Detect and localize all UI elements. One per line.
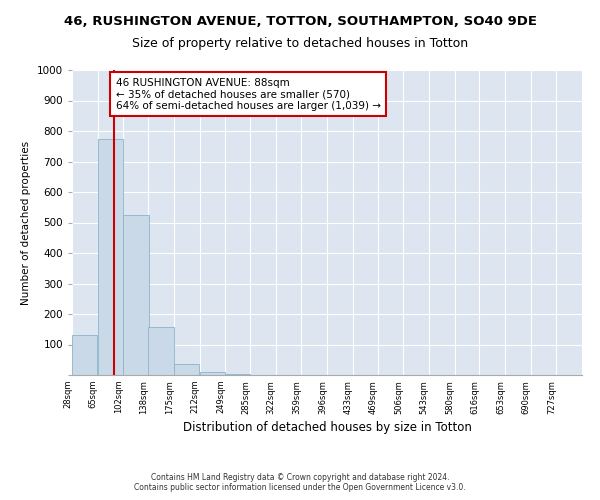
- Bar: [199, 372, 225, 375]
- Text: 46 RUSHINGTON AVENUE: 88sqm
← 35% of detached houses are smaller (570)
64% of se: 46 RUSHINGTON AVENUE: 88sqm ← 35% of det…: [116, 78, 380, 111]
- Text: 46, RUSHINGTON AVENUE, TOTTON, SOUTHAMPTON, SO40 9DE: 46, RUSHINGTON AVENUE, TOTTON, SOUTHAMPT…: [64, 15, 536, 28]
- Text: Contains HM Land Registry data © Crown copyright and database right 2024.
Contai: Contains HM Land Registry data © Crown c…: [134, 473, 466, 492]
- Bar: [72, 336, 97, 375]
- Bar: [148, 327, 173, 375]
- Text: Size of property relative to detached houses in Totton: Size of property relative to detached ho…: [132, 38, 468, 51]
- Bar: [174, 364, 199, 375]
- X-axis label: Distribution of detached houses by size in Totton: Distribution of detached houses by size …: [182, 420, 472, 434]
- Bar: [123, 215, 149, 375]
- Y-axis label: Number of detached properties: Number of detached properties: [21, 140, 31, 304]
- Bar: [98, 138, 123, 375]
- Bar: [225, 374, 250, 375]
